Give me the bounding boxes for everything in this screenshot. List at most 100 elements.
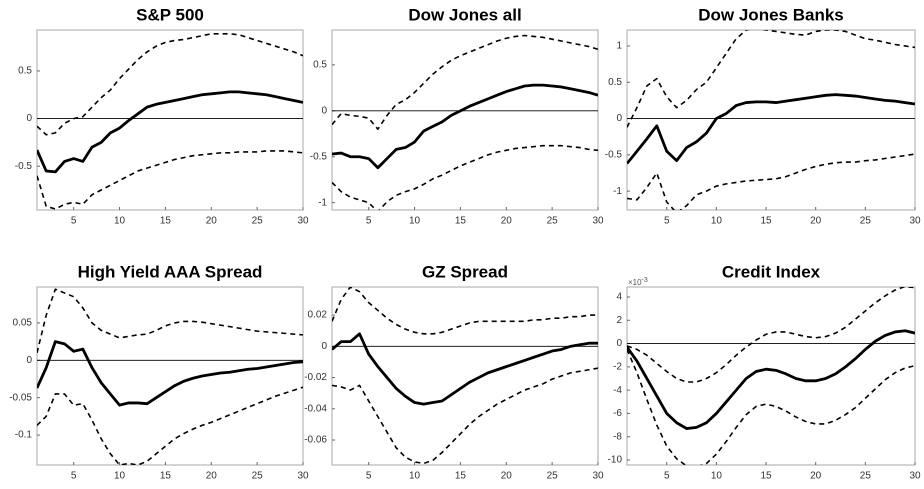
x-tick-label: 25 bbox=[252, 471, 264, 482]
median-line bbox=[37, 340, 303, 407]
x-tick-label: 10 bbox=[711, 216, 723, 227]
y-tick-label: 0 bbox=[321, 341, 327, 352]
median-line bbox=[332, 83, 598, 170]
plot-content bbox=[627, 287, 915, 465]
plot-area bbox=[331, 29, 599, 211]
y-tick-label: -8 bbox=[613, 431, 622, 442]
y-tick-label: 1 bbox=[616, 41, 622, 52]
x-tick-label: 10 bbox=[114, 471, 126, 482]
x-tick-label: 25 bbox=[252, 216, 264, 227]
y-tick-label: -10 bbox=[608, 455, 623, 466]
x-tick-label: 5 bbox=[664, 216, 670, 227]
median-line bbox=[37, 90, 303, 174]
y-tick-label: -0.5 bbox=[310, 151, 328, 162]
x-tick-label: 30 bbox=[297, 471, 309, 482]
y-tick-label: 0 bbox=[321, 105, 327, 116]
panel-title: High Yield AAA Spread bbox=[78, 262, 263, 281]
x-tick-label: 25 bbox=[860, 471, 872, 482]
band-line bbox=[627, 153, 915, 210]
plot-area bbox=[626, 286, 916, 466]
y-tick-label: -0.06 bbox=[304, 435, 327, 446]
y-scale-base: ×10 bbox=[628, 278, 642, 287]
median-line bbox=[627, 329, 915, 430]
x-tick-label: 15 bbox=[455, 216, 467, 227]
panel-title: Dow Jones Banks bbox=[698, 5, 844, 24]
y-tick-label: 0.5 bbox=[18, 66, 32, 77]
plot-area bbox=[626, 29, 916, 211]
band-line bbox=[332, 287, 598, 335]
band-line bbox=[332, 144, 598, 210]
band-line bbox=[627, 287, 915, 383]
x-tick-label: 5 bbox=[664, 471, 670, 482]
x-tick-label: 20 bbox=[810, 471, 822, 482]
y-tick-label: -0.5 bbox=[15, 161, 33, 172]
x-tick-label: 5 bbox=[71, 216, 77, 227]
x-tick-label: 30 bbox=[297, 216, 309, 227]
plot-content bbox=[37, 288, 303, 465]
plot-area bbox=[331, 286, 599, 466]
band-line bbox=[37, 386, 303, 465]
x-tick-label: 5 bbox=[366, 216, 372, 227]
x-tick-label: 20 bbox=[501, 471, 513, 482]
panel: Dow Jones all 5 10 15 20 25 30 -1 -0.5 0 0.5 bbox=[310, 5, 604, 226]
x-tick-label: 10 bbox=[409, 471, 421, 482]
y-tick-label: -0.05 bbox=[9, 392, 32, 403]
y-scale-exponent: -3 bbox=[642, 277, 648, 284]
median-line bbox=[627, 93, 915, 165]
x-tick-label: 10 bbox=[114, 216, 126, 227]
y-tick-label: 0.02 bbox=[308, 310, 328, 321]
y-tick-label: 0 bbox=[26, 113, 32, 124]
plot-content bbox=[332, 34, 598, 210]
x-tick-label: 5 bbox=[71, 471, 77, 482]
x-tick-label: 20 bbox=[810, 216, 822, 227]
plot-area bbox=[36, 29, 304, 211]
y-tick-label: -4 bbox=[613, 385, 622, 396]
x-tick-label: 25 bbox=[547, 216, 559, 227]
x-tick-label: 10 bbox=[409, 216, 421, 227]
panel-title: Credit Index bbox=[722, 262, 821, 281]
x-tick-label: 30 bbox=[592, 471, 604, 482]
x-tick-label: 25 bbox=[860, 216, 872, 227]
band-line bbox=[627, 349, 915, 465]
y-tick-label: 0.5 bbox=[313, 60, 327, 71]
x-tick-label: 15 bbox=[455, 471, 467, 482]
x-tick-label: 15 bbox=[760, 471, 772, 482]
y-tick-label: 0.5 bbox=[608, 77, 622, 88]
y-tick-label: -1 bbox=[613, 186, 622, 197]
band-line bbox=[37, 288, 303, 354]
panel: High Yield AAA Spread 5 10 15 20 25 30 -0.1 -0.0… bbox=[9, 262, 309, 481]
panel: Credit Index 5 10 15 20 25 30 -10 -8 -6 -4 -2 0 2 4 ×10… bbox=[608, 262, 921, 481]
y-tick-label: -0.04 bbox=[304, 403, 327, 414]
y-tick-label: -1 bbox=[318, 197, 327, 208]
band-line bbox=[332, 367, 598, 465]
panel: GZ Spread 5 10 15 20 25 30 -0.06 -0.04 -0.02 0 0.02 bbox=[304, 262, 604, 481]
band-line bbox=[627, 30, 915, 128]
panel-title: S&P 500 bbox=[136, 5, 204, 24]
panel-title: Dow Jones all bbox=[408, 5, 521, 24]
panel: Dow Jones Banks 5 10 15 20 25 30 -1 -0.5 0 0.5 1 bbox=[605, 5, 921, 226]
x-tick-label: 20 bbox=[501, 216, 513, 227]
band-line bbox=[37, 33, 303, 136]
y-tick-label: 4 bbox=[616, 292, 622, 303]
x-tick-label: 5 bbox=[366, 471, 372, 482]
x-tick-label: 30 bbox=[909, 471, 921, 482]
y-tick-label: -6 bbox=[613, 408, 622, 419]
plot-content bbox=[627, 30, 915, 210]
y-tick-label: -0.1 bbox=[15, 430, 33, 441]
x-tick-label: 10 bbox=[711, 471, 723, 482]
median-line bbox=[332, 332, 598, 406]
panel: S&P 500 5 10 15 20 25 30 -0.5 0 0.5 bbox=[15, 5, 309, 226]
x-tick-label: 20 bbox=[206, 471, 218, 482]
x-tick-label: 20 bbox=[206, 216, 218, 227]
plot-area bbox=[36, 286, 304, 466]
y-tick-label: -0.5 bbox=[605, 149, 623, 160]
x-tick-label: 15 bbox=[160, 471, 172, 482]
plot-content bbox=[332, 287, 598, 465]
x-tick-label: 15 bbox=[160, 216, 172, 227]
y-tick-label: 2 bbox=[616, 315, 622, 326]
panel-title: GZ Spread bbox=[422, 262, 508, 281]
y-tick-label: 0.05 bbox=[13, 318, 33, 329]
y-tick-label: 0 bbox=[26, 355, 32, 366]
y-tick-label: -2 bbox=[613, 362, 622, 373]
